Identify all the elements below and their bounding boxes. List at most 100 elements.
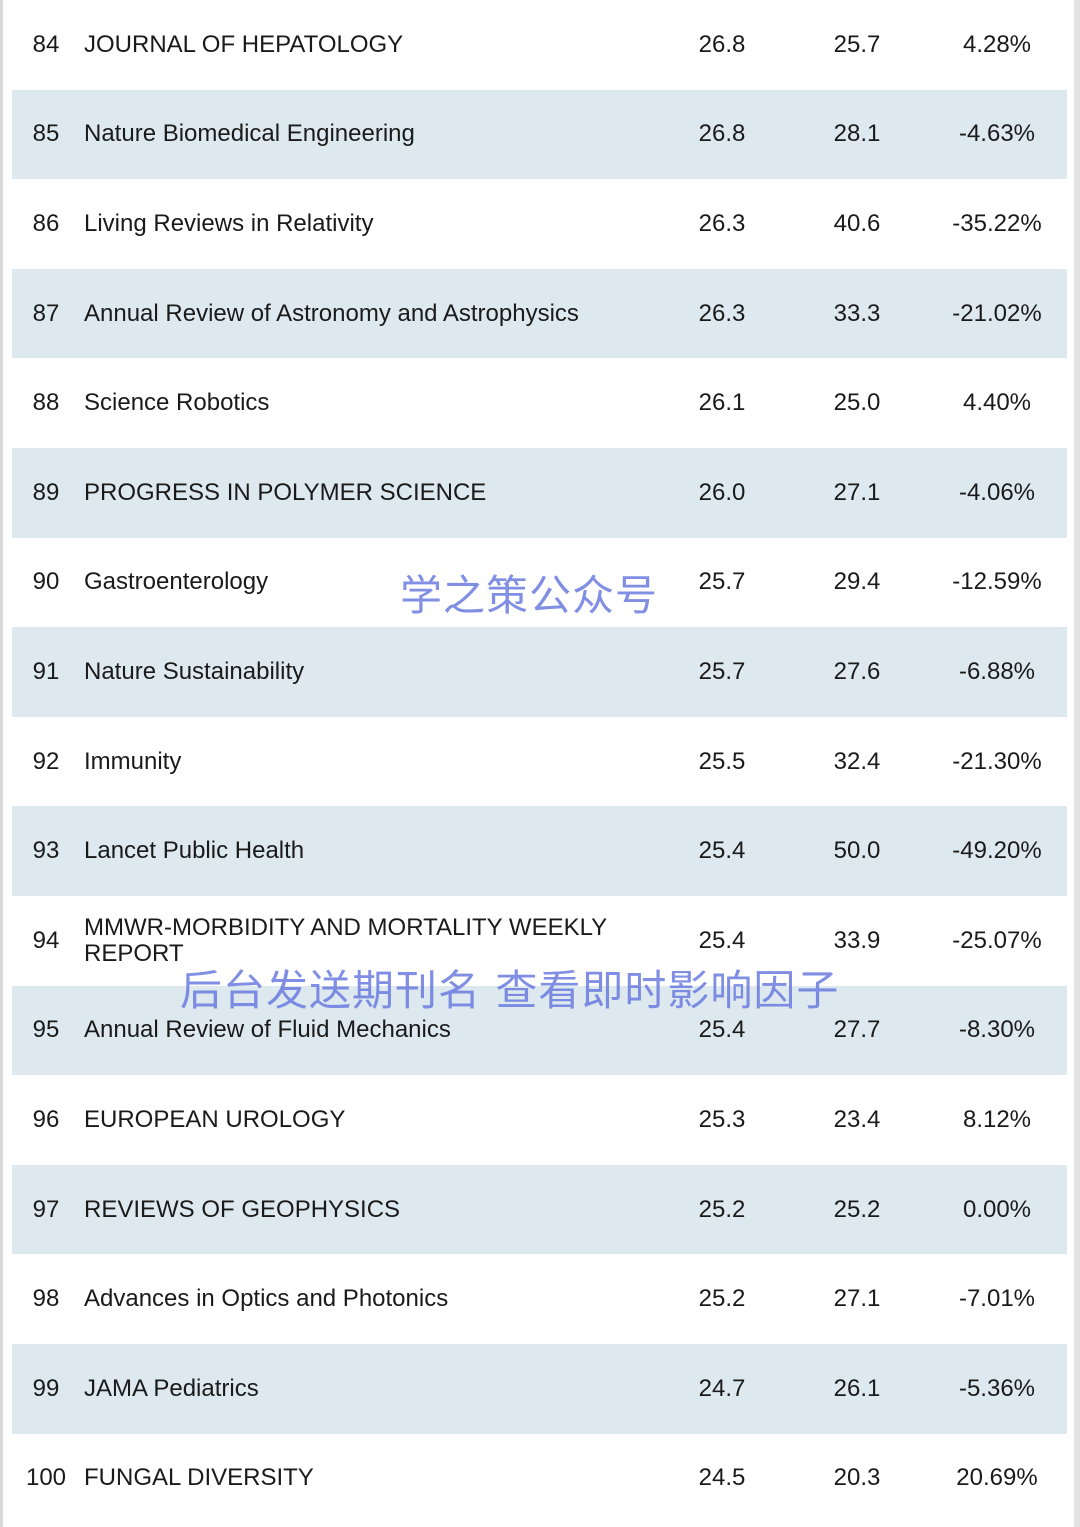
impact-factor-cell: 25.5 [698, 747, 746, 775]
rank-cell: 99 [32, 1374, 60, 1402]
table-row: 97 REVIEWS OF GEOPHYSICS 25.2 25.2 0.00% [12, 1164, 1067, 1255]
page-edge-left [0, 0, 3, 1527]
table-row: 89 PROGRESS IN POLYMER SCIENCE 26.0 27.1… [12, 447, 1067, 538]
impact-factor-cell: 25.2 [698, 1195, 746, 1223]
impact-factor-cell: 25.4 [698, 926, 746, 954]
change-percent-cell: -4.63% [958, 120, 1036, 148]
previous-impact-factor-cell: 23.4 [833, 1105, 881, 1133]
journal-name-cell: Living Reviews in Relativity [84, 209, 374, 237]
impact-factor-cell: 26.0 [698, 478, 746, 506]
rank-cell: 100 [25, 1464, 67, 1492]
previous-impact-factor-cell: 27.1 [833, 1285, 881, 1313]
journal-name-cell: JAMA Pediatrics [84, 1374, 259, 1402]
journal-name-cell: Advances in Optics and Photonics [84, 1285, 449, 1313]
table-row: 94 MMWR-MORBIDITY AND MORTALITY WEEKLY R… [12, 896, 1067, 986]
change-percent-cell: -7.01% [958, 1285, 1036, 1313]
previous-impact-factor-cell: 28.1 [833, 120, 881, 148]
journal-name-cell: EUROPEAN UROLOGY [84, 1105, 346, 1133]
previous-impact-factor-cell: 50.0 [833, 837, 881, 865]
impact-factor-cell: 26.3 [698, 299, 746, 327]
change-percent-cell: -25.07% [952, 926, 1042, 954]
rank-cell: 87 [32, 299, 60, 327]
table-row: 100 FUNGAL DIVERSITY 24.5 20.3 20.69% [12, 1434, 1067, 1524]
previous-impact-factor-cell: 33.9 [833, 926, 881, 954]
table-row: 92 Immunity 25.5 32.4 -21.30% [12, 717, 1067, 807]
table-row: 84 JOURNAL OF HEPATOLOGY 26.8 25.7 4.28% [12, 0, 1067, 90]
previous-impact-factor-cell: 40.6 [833, 209, 881, 237]
impact-factor-cell: 25.4 [698, 837, 746, 865]
rank-cell: 88 [32, 389, 60, 417]
previous-impact-factor-cell: 25.2 [833, 1195, 881, 1223]
previous-impact-factor-cell: 25.7 [833, 30, 881, 58]
rank-cell: 98 [32, 1285, 60, 1313]
impact-factor-cell: 24.7 [698, 1374, 746, 1402]
journal-name-cell: REVIEWS OF GEOPHYSICS [84, 1195, 401, 1223]
rank-cell: 94 [32, 926, 60, 954]
journal-name-cell: FUNGAL DIVERSITY [84, 1464, 314, 1492]
page-edge-right [1074, 0, 1080, 1527]
previous-impact-factor-cell: 27.1 [833, 478, 881, 506]
rank-cell: 90 [32, 568, 60, 596]
rank-cell: 92 [32, 747, 60, 775]
rank-cell: 84 [32, 30, 60, 58]
journal-name-cell: Nature Sustainability [84, 657, 305, 685]
previous-impact-factor-cell: 29.4 [833, 568, 881, 596]
journal-name-cell: Lancet Public Health [84, 837, 305, 865]
journal-name-cell: JOURNAL OF HEPATOLOGY [84, 30, 404, 58]
impact-factor-cell: 25.7 [698, 657, 746, 685]
change-percent-cell: -8.30% [958, 1016, 1036, 1044]
table-row: 96 EUROPEAN UROLOGY 25.3 23.4 8.12% [12, 1075, 1067, 1165]
change-percent-cell: 4.28% [962, 30, 1032, 58]
change-percent-cell: -49.20% [952, 837, 1042, 865]
impact-factor-cell: 24.5 [698, 1464, 746, 1492]
rank-cell: 91 [32, 657, 60, 685]
table-row: 95 Annual Review of Fluid Mechanics 25.4… [12, 985, 1067, 1076]
impact-factor-cell: 25.4 [698, 1016, 746, 1044]
journal-name-cell: Immunity [84, 747, 182, 775]
rank-cell: 97 [32, 1195, 60, 1223]
impact-factor-cell: 25.7 [698, 568, 746, 596]
change-percent-cell: 8.12% [962, 1105, 1032, 1133]
rank-cell: 89 [32, 478, 60, 506]
rank-cell: 93 [32, 837, 60, 865]
impact-factor-cell: 26.8 [698, 30, 746, 58]
rank-cell: 85 [32, 120, 60, 148]
table-row: 99 JAMA Pediatrics 24.7 26.1 -5.36% [12, 1343, 1067, 1434]
journal-name-cell: Gastroenterology [84, 568, 269, 596]
impact-factor-cell: 26.3 [698, 209, 746, 237]
previous-impact-factor-cell: 32.4 [833, 747, 881, 775]
journal-name-cell: Annual Review of Fluid Mechanics [84, 1016, 451, 1044]
journal-name-cell: PROGRESS IN POLYMER SCIENCE [84, 478, 487, 506]
previous-impact-factor-cell: 27.7 [833, 1016, 881, 1044]
impact-factor-cell: 25.3 [698, 1105, 746, 1133]
rank-cell: 95 [32, 1016, 60, 1044]
journal-ranking-table: 84 JOURNAL OF HEPATOLOGY 26.8 25.7 4.28%… [12, 0, 1067, 1523]
previous-impact-factor-cell: 25.0 [833, 389, 881, 417]
table-row: 98 Advances in Optics and Photonics 25.2… [12, 1254, 1067, 1344]
journal-name-cell: Nature Biomedical Engineering [84, 120, 415, 148]
change-percent-cell: -6.88% [958, 657, 1036, 685]
table-row: 91 Nature Sustainability 25.7 27.6 -6.88… [12, 627, 1067, 717]
change-percent-cell: -12.59% [952, 568, 1042, 596]
impact-factor-cell: 26.1 [698, 389, 746, 417]
change-percent-cell: -21.30% [952, 747, 1042, 775]
previous-impact-factor-cell: 27.6 [833, 657, 881, 685]
previous-impact-factor-cell: 26.1 [833, 1374, 881, 1402]
journal-name-cell: Annual Review of Astronomy and Astrophys… [84, 299, 579, 327]
change-percent-cell: -4.06% [958, 478, 1036, 506]
change-percent-cell: -5.36% [958, 1374, 1036, 1402]
impact-factor-cell: 25.2 [698, 1285, 746, 1313]
table-row: 85 Nature Biomedical Engineering 26.8 28… [12, 89, 1067, 180]
table-row: 87 Annual Review of Astronomy and Astrop… [12, 268, 1067, 359]
change-percent-cell: -21.02% [952, 299, 1042, 327]
table-row: 88 Science Robotics 26.1 25.0 4.40% [12, 358, 1067, 448]
rank-cell: 96 [32, 1105, 60, 1133]
table-row: 90 Gastroenterology 25.7 29.4 -12.59% [12, 538, 1067, 628]
table-row: 86 Living Reviews in Relativity 26.3 40.… [12, 179, 1067, 269]
rank-cell: 86 [32, 209, 60, 237]
change-percent-cell: 4.40% [962, 389, 1032, 417]
impact-factor-cell: 26.8 [698, 120, 746, 148]
journal-name-cell: Science Robotics [84, 389, 270, 417]
journal-name-cell: MMWR-MORBIDITY AND MORTALITY WEEKLY REPO… [84, 913, 607, 967]
change-percent-cell: -35.22% [952, 209, 1042, 237]
